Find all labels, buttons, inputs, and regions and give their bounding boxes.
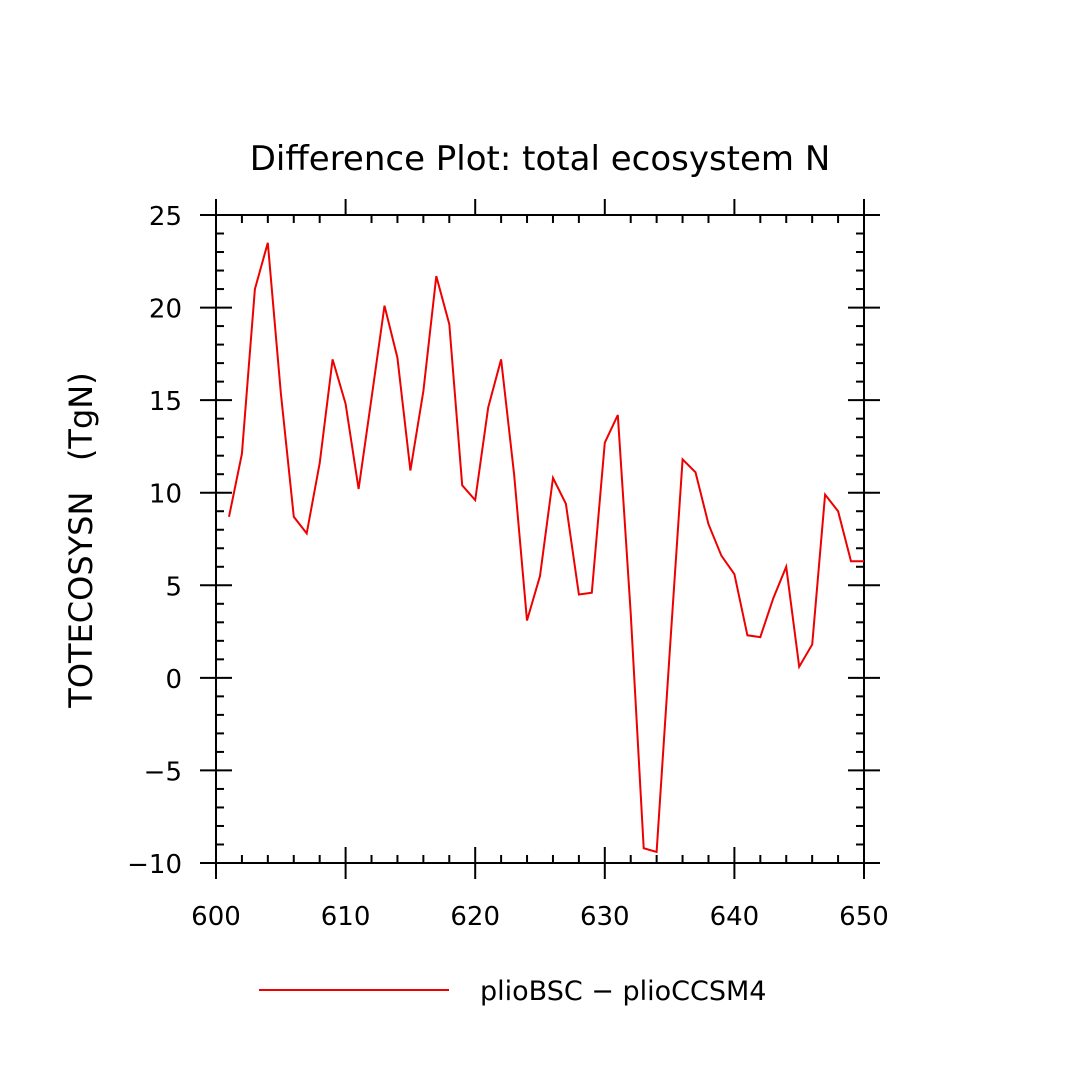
x-tick-label: 610 [321,902,371,932]
y-tick-label: 10 [149,480,182,510]
legend: plioBSC − plioCCSM4 [259,976,766,1007]
x-tick-label: 650 [839,902,889,932]
y-tick-label: 5 [165,572,182,602]
y-axis-label: TOTECOSYSN (TgN) [62,372,100,708]
chart-title: Difference Plot: total ecosystem N [250,139,831,179]
x-tick-label: 640 [710,902,760,932]
y-tick-label: 15 [149,387,182,417]
axis-tick-labels: 600 610 620 630 640 650 −10 −5 0 5 10 15 20 25 [127,202,889,932]
x-tick-label: 620 [450,902,500,932]
x-tick-label: 600 [191,902,241,932]
y-tick-label: 20 [149,295,182,325]
axis-ticks [200,199,880,879]
y-tick-label: 0 [165,665,182,695]
legend-label: plioBSC − plioCCSM4 [480,976,766,1007]
y-tick-label: 25 [149,202,182,232]
x-tick-label: 630 [580,902,630,932]
plot-frame [215,214,865,864]
series-line-pliobsc-minus-pliocssm4 [228,242,864,854]
y-tick-label: −5 [144,757,182,787]
y-tick-label: −10 [127,850,182,880]
